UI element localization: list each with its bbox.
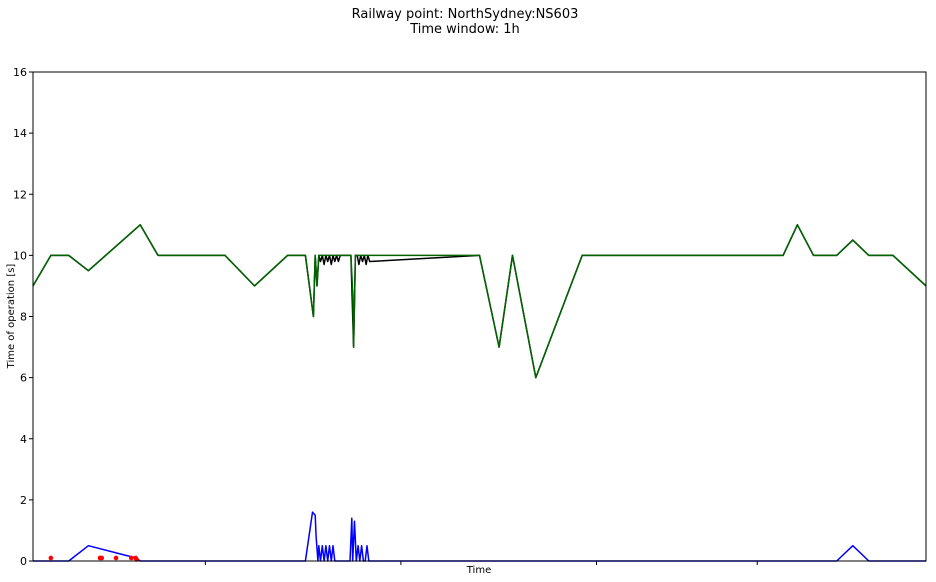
scatter-point: [99, 555, 105, 561]
y-tick-label: 14: [13, 127, 27, 140]
scatter-point: [113, 555, 119, 561]
x-axis-label: Time: [466, 565, 491, 576]
y-tick-label: 6: [20, 372, 27, 385]
scatter-point: [128, 555, 134, 561]
y-axis-label: Time of operation [s]: [6, 264, 17, 370]
series-line-2: [33, 511, 926, 562]
y-tick-label: 12: [13, 188, 27, 201]
y-tick-label: 10: [13, 249, 27, 262]
chart-title: Railway point: NorthSydney:NS603: [352, 7, 579, 22]
plot-scatter: [48, 555, 139, 562]
y-tick-label: 0: [20, 555, 27, 568]
plot-frame: [32, 71, 927, 562]
y-tick-label: 8: [20, 311, 27, 324]
y-tick-label: 4: [20, 433, 27, 446]
scatter-point: [48, 555, 54, 561]
plot-series: [32, 224, 927, 562]
series-line-1: [32, 224, 927, 379]
y-tick-label: 2: [20, 494, 27, 507]
chart-subtitle: Time window: 1h: [409, 22, 520, 37]
y-axis: 0 2 4 6 8 10 12 14 16: [13, 66, 33, 568]
y-tick-label: 16: [13, 66, 27, 79]
series-line-0: [32, 224, 927, 379]
